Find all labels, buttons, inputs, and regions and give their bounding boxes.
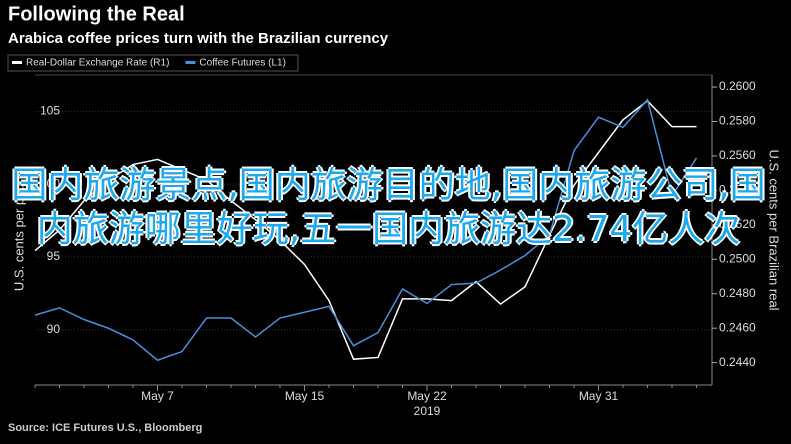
y2-tick-label: 0.2520 bbox=[719, 217, 756, 231]
y2-axis-label: U.S. cents per Brazilian real bbox=[767, 149, 782, 310]
chart-subtitle: Arabica coffee prices turn with the Braz… bbox=[8, 30, 389, 47]
y2-tick-label: 0.2600 bbox=[719, 79, 756, 93]
y-tick-label: 105 bbox=[40, 104, 60, 118]
legend-label: Coffee Futures (L1) bbox=[199, 58, 286, 69]
x-tick-label: May 31 bbox=[579, 389, 619, 403]
y2-tick-label: 0.2500 bbox=[719, 251, 756, 265]
legend-swatch bbox=[12, 61, 22, 64]
series-line bbox=[34, 99, 697, 360]
y-tick-label: 100 bbox=[40, 176, 60, 190]
x-axis-label: 2019 bbox=[414, 404, 441, 418]
chart-title: Following the Real bbox=[8, 3, 185, 25]
legend-swatch bbox=[185, 61, 196, 64]
y2-tick-label: 0.2460 bbox=[719, 320, 756, 334]
y-tick-label: 90 bbox=[47, 322, 61, 336]
y2-tick-label: 0.2540 bbox=[719, 183, 756, 197]
y2-tick-label: 0.2580 bbox=[719, 114, 756, 128]
legend-box bbox=[7, 54, 299, 72]
series-line bbox=[34, 98, 698, 362]
y2-tick-label: 0.2440 bbox=[719, 355, 756, 369]
overlay-text: 国内旅游景点,国内旅游目的地,国内旅游公司,国内旅游哪里好玩,五一国内旅游达2.… bbox=[11, 165, 766, 250]
y-axis-label: U.S. cents per pound bbox=[11, 169, 26, 291]
x-tick-label: May 15 bbox=[285, 389, 325, 403]
y2-tick-label: 0.2560 bbox=[719, 148, 756, 162]
x-tick-label: May 22 bbox=[407, 389, 447, 403]
legend-label: Real-Dollar Exchange Rate (R1) bbox=[26, 58, 169, 69]
y2-tick-label: 0.2480 bbox=[719, 286, 756, 300]
x-tick-label: May 7 bbox=[141, 389, 174, 403]
source: Source: ICE Futures U.S., Bloomberg bbox=[8, 422, 202, 434]
y-tick-label: 95 bbox=[47, 249, 61, 263]
